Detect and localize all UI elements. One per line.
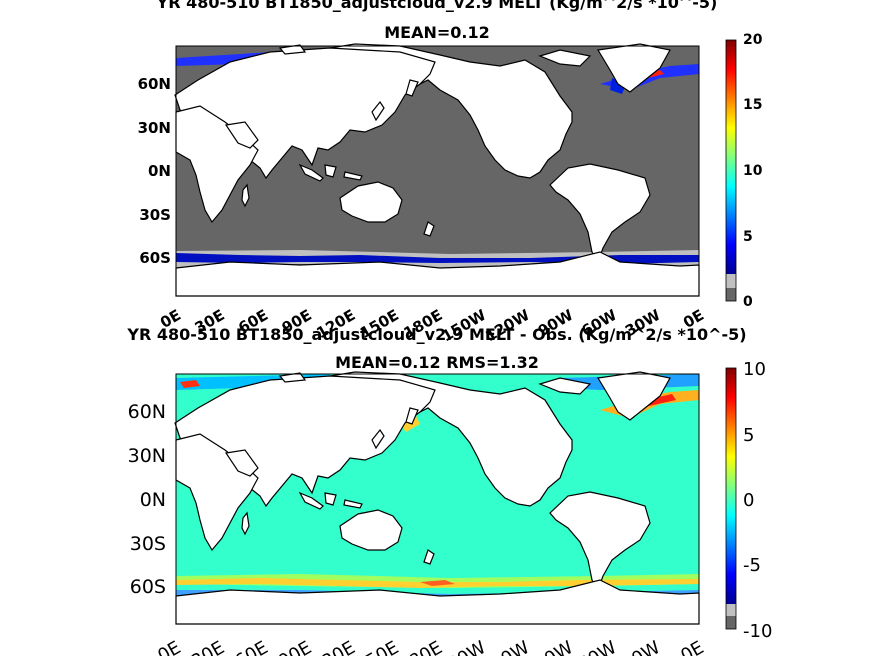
lon-tick-label: 150E: [352, 637, 402, 656]
lat-tick-label: 30N: [128, 445, 166, 467]
colorbar-tick-label: 10: [743, 359, 766, 380]
panel-1-title: YR 480-510 BT1850_adjustcloud_v2.9 MELT …: [156, 0, 718, 12]
colorbar-tick-label: -10: [743, 621, 772, 642]
lat-tick-label: 0N: [148, 162, 171, 180]
panel-2-stats-label: MEAN=0.12 RMS=1.32: [335, 353, 539, 372]
panel-1: YR 480-510 BT1850_adjustcloud_v2.9 MELT …: [138, 0, 763, 345]
panel-2-title: YR 480-510 BT1850_adjustcloud_v2.9 MELT …: [126, 325, 746, 344]
lat-tick-label: 30S: [139, 206, 171, 224]
colorbar-tick-label: 5: [743, 229, 753, 245]
lat-tick-label: 0N: [140, 489, 166, 511]
colorbar-tick-label: 0: [743, 294, 753, 310]
lon-tick-label: 30W: [618, 637, 664, 656]
lat-tick-label: 60N: [128, 401, 166, 423]
lon-tick-label: 0E: [154, 637, 184, 656]
lon-tick-label: 90E: [275, 637, 315, 656]
lat-tick-label: 60S: [139, 249, 171, 267]
lat-tick-label: 60N: [138, 75, 171, 93]
panel-2-map: [174, 371, 700, 625]
lat-tick-label: 60S: [130, 576, 166, 598]
lon-tick-label: 0E: [677, 637, 707, 656]
colorbar-tick-label: 10: [743, 163, 763, 179]
panel-1-map: [174, 43, 700, 297]
panel-2: YR 480-510 BT1850_adjustcloud_v2.9 MELT …: [126, 325, 772, 656]
lon-tick-label: 120E: [309, 637, 359, 656]
lon-tick-label: 60W: [575, 637, 621, 656]
colorbar-tick-label: 20: [743, 32, 763, 48]
lon-tick-label: 180E: [396, 637, 446, 656]
colorbar-tick-label: 5: [743, 425, 754, 446]
lon-tick-label: 60E: [231, 637, 271, 656]
colorbar-tick-label: -5: [743, 555, 761, 576]
panel-1-colorbar: 20 15 10 5 0: [725, 32, 763, 310]
panel-1-mean-label: MEAN=0.12: [384, 23, 490, 42]
panel-2-colorbar-gradient: [726, 368, 736, 604]
colorbar-tick-label: 0: [743, 490, 754, 511]
panel-2-colorbar: 10 5 0 -5 -10: [725, 359, 772, 642]
panel-1-colorbar-gradient: [726, 40, 736, 274]
colorbar-tick-label: 15: [743, 97, 762, 113]
panel-2-lat-ticks: 60N 30N 0N 30S 60S: [128, 401, 166, 598]
lon-tick-label: 30E: [188, 637, 228, 656]
panel-1-lat-ticks: 60N 30N 0N 30S 60S: [138, 75, 171, 267]
lat-tick-label: 30S: [130, 533, 166, 555]
panel-2-lon-ticks: 0E30E60E90E120E150E180E150W120W90W60W30W…: [154, 637, 707, 656]
lon-tick-label: 90W: [531, 637, 577, 656]
lat-tick-label: 30N: [138, 119, 171, 137]
